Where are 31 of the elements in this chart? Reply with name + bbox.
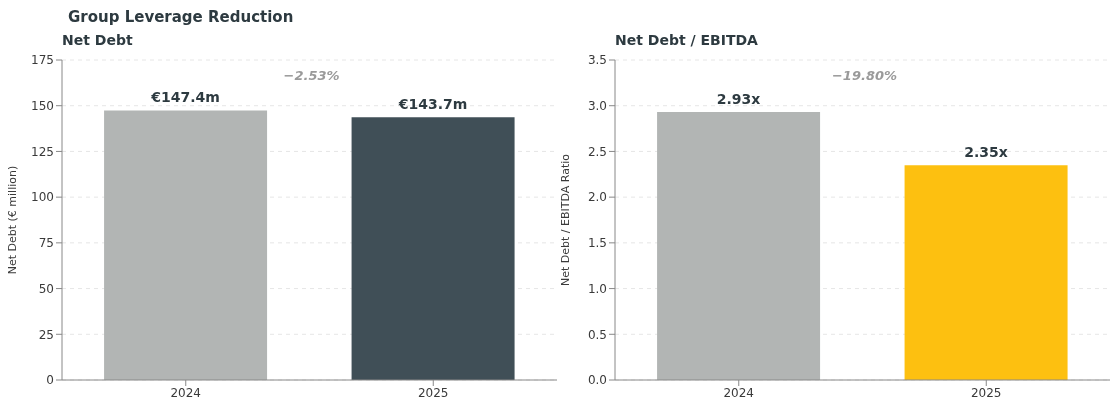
y-tick-label: 125 (31, 144, 54, 159)
y-tick-label: 0.0 (587, 373, 607, 388)
annotation: −19.80% (830, 68, 898, 83)
y-tick-label: 3.0 (587, 98, 607, 113)
annotation: −2.53% (282, 68, 341, 83)
y-tick-label: 2.0 (587, 190, 607, 205)
data-label: 2.93x (716, 91, 761, 108)
data-label: €147.4m (150, 89, 220, 106)
chart-title: Group Leverage Reduction (68, 8, 295, 28)
x-tick-label: 2024 (723, 385, 755, 400)
y-axis-title: Net Debt / EBITDA Ratio (558, 153, 572, 287)
chart-title: Net Debt / EBITDA (615, 32, 759, 50)
y-tick-label: 75 (38, 236, 54, 251)
chart-subtitle: Net Debt (62, 32, 134, 50)
y-tick-label: 1.5 (587, 236, 607, 251)
y-tick-label: 175 (31, 53, 54, 68)
x-tick-label: 2024 (170, 385, 202, 400)
y-tick-label: 0 (46, 373, 54, 388)
y-tick-label: 100 (31, 190, 54, 205)
y-tick-label: 50 (38, 281, 54, 296)
y-tick-label: 150 (31, 98, 54, 113)
y-tick-label: 25 (38, 327, 54, 342)
x-tick-label: 2025 (970, 385, 1002, 400)
y-tick-label: 3.5 (587, 53, 607, 68)
y-tick-label: 2.5 (587, 144, 607, 159)
data-label: 2.35x (964, 144, 1008, 161)
y-tick-label: 0.5 (587, 327, 607, 342)
data-label: €143.7m (397, 96, 468, 113)
y-axis-title: Net Debt (€ million) (5, 165, 19, 275)
x-tick-label: 2025 (417, 385, 449, 400)
y-tick-label: 1.0 (587, 281, 607, 296)
